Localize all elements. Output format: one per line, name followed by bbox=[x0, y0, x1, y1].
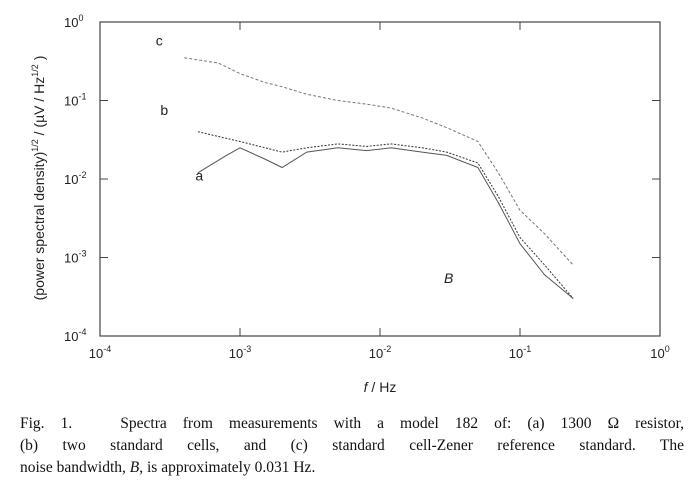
annotation-b: B bbox=[444, 270, 453, 286]
series-labels: a b c bbox=[156, 33, 204, 184]
plot-frame bbox=[99, 21, 661, 337]
caption-line-2: (b) two standard cells, and (c) standard… bbox=[20, 437, 684, 454]
series-a-line bbox=[197, 147, 574, 299]
y-tick-label-1: 10-1 bbox=[64, 92, 86, 109]
caption-bandwidth-symbol: B bbox=[129, 459, 140, 476]
y-axis-label: (power spectral density)1/2 / (µV / Hz1/… bbox=[30, 56, 47, 301]
caption-line-1: Fig. 1. Spectra from measurements with a… bbox=[20, 413, 684, 435]
x-tick-label-4: 100 bbox=[650, 344, 669, 361]
series-label-b: b bbox=[160, 102, 168, 118]
y-tick-label-2: 10-2 bbox=[64, 170, 86, 187]
y-tick-labels: 100 10-1 10-2 10-3 10-4 bbox=[64, 13, 86, 344]
caption-text-1a: Spectra from measurements with a model 1… bbox=[120, 415, 608, 432]
y-tick-label-4: 10-4 bbox=[64, 327, 86, 344]
caption-line-3: noise bandwidth, B, is approximately 0.0… bbox=[20, 457, 684, 479]
series-c-line bbox=[184, 57, 574, 266]
x-tick-label-2: 10-2 bbox=[369, 344, 391, 361]
x-tick-labels: 10-4 10-3 10-2 10-1 100 bbox=[89, 344, 670, 361]
series-lines bbox=[184, 57, 574, 299]
axis-ticks bbox=[99, 21, 661, 337]
caption-text-3c: , is approximately 0.031 Hz. bbox=[139, 459, 316, 476]
x-tick-label-1: 10-3 bbox=[229, 344, 251, 361]
caption-text-1b: resistor, bbox=[619, 415, 684, 432]
caption-text-3a: noise bandwidth, bbox=[20, 459, 130, 476]
series-label-c: c bbox=[156, 33, 163, 49]
series-b-line bbox=[197, 131, 574, 299]
x-tick-label-0: 10-4 bbox=[89, 344, 111, 361]
x-axis-label: f / Hz bbox=[364, 379, 397, 395]
y-tick-label-0: 100 bbox=[64, 13, 83, 30]
spectrum-chart: 10-4 10-3 10-2 10-1 100 10010-110-210-310-4 … bbox=[30, 13, 670, 395]
caption-fig-label: Fig. 1. bbox=[20, 415, 73, 432]
x-tick-label-3: 10-1 bbox=[509, 344, 531, 361]
series-label-a: a bbox=[195, 168, 203, 184]
y-tick-label-3: 10-3 bbox=[64, 249, 86, 266]
figure-caption: Fig. 1. Spectra from measurements with a… bbox=[20, 413, 684, 479]
caption-ohm: Ω bbox=[607, 415, 620, 432]
